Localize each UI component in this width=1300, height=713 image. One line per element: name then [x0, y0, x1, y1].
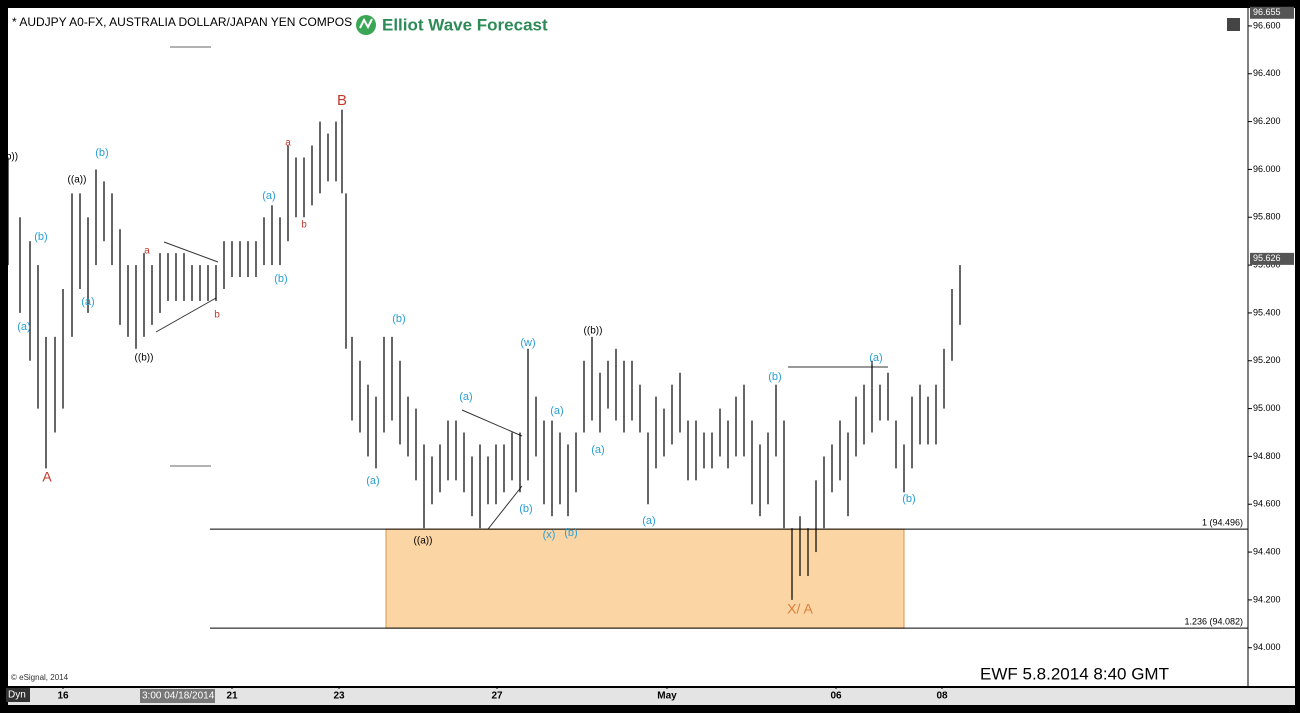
y-tick-label: 96.600	[1253, 20, 1281, 30]
wave-label: (b)	[564, 527, 577, 539]
y-tick-label: 94.800	[1253, 451, 1281, 461]
y-tick-label: 94.400	[1253, 546, 1281, 556]
wave-label: (a)	[869, 352, 882, 364]
wave-label: ((b))	[584, 326, 603, 337]
logo-text: Elliot Wave Forecast	[382, 15, 548, 34]
wave-label: (x)	[543, 529, 556, 541]
wave-label: (a)	[262, 190, 275, 202]
x-tick-label: 06	[830, 691, 842, 702]
cursor-box	[140, 689, 215, 703]
x-tick-label: 08	[936, 691, 948, 702]
price-marker-box	[1250, 6, 1294, 19]
wave-label: (b)	[902, 493, 915, 505]
interval-label[interactable]: Dyn	[8, 690, 26, 701]
wave-label: ((a))	[414, 536, 433, 547]
stamp: EWF 5.8.2014 8:40 GMT	[980, 664, 1169, 683]
x-tick-label: 23	[333, 691, 345, 702]
wave-label: A	[42, 469, 52, 485]
y-tick-label: 95.400	[1253, 307, 1281, 317]
wave-label: (w)	[520, 337, 535, 349]
logo: Elliot Wave Forecast	[356, 15, 548, 35]
trend-line	[461, 409, 523, 437]
fib-label: 1 (94.496)	[1202, 517, 1243, 527]
price-marker-label: 95.626	[1253, 253, 1281, 263]
wave-label: (b)	[274, 273, 287, 285]
x-axis-strip	[8, 688, 1295, 705]
trend-line	[155, 297, 217, 333]
y-tick-label: 94.200	[1253, 594, 1281, 604]
y-tick-label: 96.400	[1253, 68, 1281, 78]
y-tick-label: 95.800	[1253, 212, 1281, 222]
wave-label: X/ A	[787, 601, 813, 617]
price-marker-label: 96.655	[1253, 7, 1281, 17]
x-tick-label: 27	[491, 691, 503, 702]
wave-label: (a)	[366, 475, 379, 487]
cursor-label: 3:00 04/18/2014	[142, 691, 215, 702]
y-tick-label: 95.000	[1253, 403, 1281, 413]
price-marker-box	[1250, 252, 1294, 265]
y-tick-label: 96.200	[1253, 116, 1281, 126]
copyright: © eSignal, 2014	[11, 673, 69, 682]
fib-label: 1.236 (94.082)	[1184, 616, 1243, 626]
interval-box[interactable]	[6, 688, 30, 702]
x-tick-label: 16	[57, 691, 69, 702]
wave-label: (a)	[550, 405, 563, 417]
wave-label: (b)	[34, 231, 47, 243]
wave-label: B	[337, 92, 347, 109]
wave-label: (a)	[642, 515, 655, 527]
wave-label: (a)	[81, 296, 94, 308]
wave-label: (a)	[459, 391, 472, 403]
wave-label: ((a))	[68, 175, 87, 186]
chart-title: * AUDJPY A0-FX, AUSTRALIA DOLLAR/JAPAN Y…	[12, 15, 352, 29]
price-bars	[7, 109, 961, 600]
wave-label: (b)	[392, 313, 405, 325]
wave-label: b	[214, 310, 220, 321]
fib-zone	[385, 528, 905, 629]
wave-label: a	[285, 138, 291, 149]
y-tick-label: 95.200	[1253, 355, 1281, 365]
wave-label: (a)	[17, 321, 30, 333]
wave-label: (a)	[591, 444, 604, 456]
wave-label: b	[301, 220, 307, 231]
wave-label: a	[144, 246, 150, 257]
logo-wave	[359, 17, 373, 30]
window-button[interactable]	[1227, 18, 1240, 31]
wave-label: (b)	[95, 147, 108, 159]
wave-label: ((b))	[135, 353, 154, 364]
y-tick-label: 94.000	[1253, 642, 1281, 652]
x-tick-label: 21	[226, 691, 238, 702]
y-tick-label: 94.600	[1253, 499, 1281, 509]
x-tick-label: May	[657, 691, 677, 702]
y-tick-label: 96.000	[1253, 164, 1281, 174]
wave-label: (b)	[768, 371, 781, 383]
wave-label: b))	[6, 152, 18, 163]
wave-label: (b)	[519, 503, 532, 515]
trend-line	[163, 241, 219, 263]
